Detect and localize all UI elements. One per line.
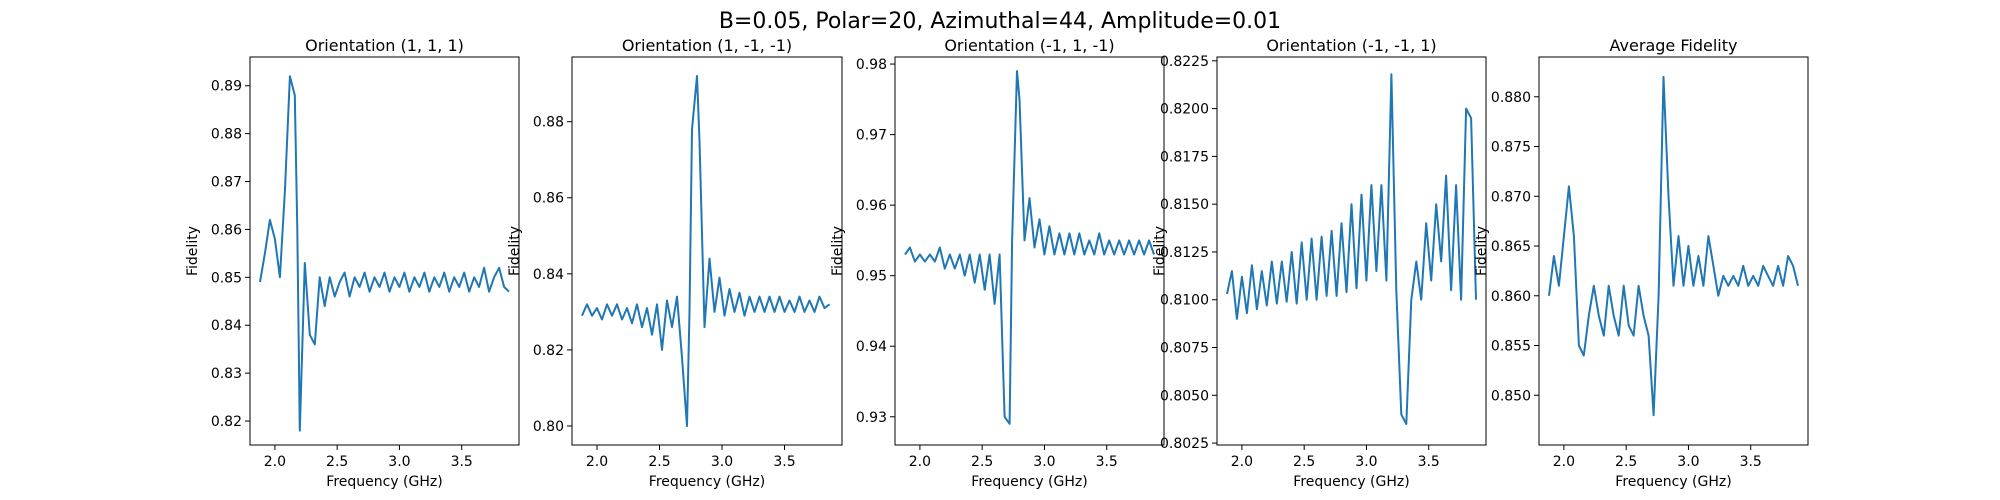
y-tick-label: 0.80 xyxy=(533,419,564,435)
y-tick-label: 0.8050 xyxy=(1160,388,1209,404)
axes-frame xyxy=(249,56,520,446)
y-tick-label: 0.8150 xyxy=(1160,197,1209,213)
x-tick-label: 2.0 xyxy=(909,454,931,470)
x-tick-label: 3.0 xyxy=(388,454,410,470)
subplot-title: Average Fidelity xyxy=(1610,36,1738,55)
axes-frame xyxy=(1538,56,1809,446)
x-axis-label: Frequency (GHz) xyxy=(1615,474,1731,490)
x-axis-label: Frequency (GHz) xyxy=(326,474,442,490)
x-tick-label: 3.5 xyxy=(773,454,795,470)
y-axis-label: Fidelity xyxy=(830,226,846,276)
x-tick-label: 3.5 xyxy=(1740,454,1762,470)
y-tick-label: 0.8025 xyxy=(1160,436,1209,452)
y-tick-label: 0.8225 xyxy=(1160,54,1209,70)
x-tick-label: 3.0 xyxy=(1033,454,1055,470)
subplot-3: 2.0 2.5 3.0 3.5 0.93 0.94 0.95 0.96 0.97 0.98 Orie… xyxy=(830,36,1165,490)
y-tick-label: 0.88 xyxy=(533,115,564,131)
subplot-title: Orientation (1, 1, 1) xyxy=(305,36,464,55)
y-tick-label: 0.82 xyxy=(533,343,564,359)
x-axis-label: Frequency (GHz) xyxy=(1293,474,1409,490)
x-tick-label: 3.5 xyxy=(1418,454,1440,470)
x-tick-label: 2.5 xyxy=(1615,454,1637,470)
y-tick-label: 0.86 xyxy=(211,222,242,238)
subplots: 2.0 2.5 3.0 3.5 0.82 0.83 0.84 0.85 0.86 0.87 0.88… xyxy=(185,36,1809,490)
y-tick-label: 0.865 xyxy=(1491,239,1531,255)
x-tick-label: 3.0 xyxy=(1355,454,1377,470)
figure-suptitle: B=0.05, Polar=20, Azimuthal=44, Amplitud… xyxy=(719,9,1281,34)
y-axis-label: Fidelity xyxy=(185,226,201,276)
axes-frame xyxy=(571,56,843,446)
x-tick-label: 3.0 xyxy=(1677,454,1699,470)
series-line-1-1 xyxy=(259,75,510,432)
y-tick-label: 0.85 xyxy=(211,270,242,286)
x-tick-label: 3.0 xyxy=(711,454,733,470)
series-line-5-1 xyxy=(1548,75,1799,417)
x-tick-label: 2.0 xyxy=(1553,454,1575,470)
y-axis-label: Fidelity xyxy=(1152,226,1168,276)
subplot-title: Orientation (-1, -1, 1) xyxy=(1266,36,1436,55)
y-tick-label: 0.855 xyxy=(1491,339,1531,355)
subplot-title: Orientation (-1, 1, -1) xyxy=(944,36,1114,55)
y-tick-label: 0.8175 xyxy=(1160,149,1209,165)
subplot-title: Orientation (1, -1, -1) xyxy=(622,36,792,55)
subplot-5: 2.0 2.5 3.0 3.5 0.850 0.855 0.860 0.865 0.870 0.8… xyxy=(1474,36,1809,490)
y-tick-label: 0.96 xyxy=(856,198,887,214)
y-tick-label: 0.880 xyxy=(1491,90,1531,106)
x-tick-label: 2.5 xyxy=(326,454,348,470)
y-tick-label: 0.860 xyxy=(1491,289,1531,305)
series-line-2-1 xyxy=(581,75,831,427)
y-tick-label: 0.87 xyxy=(211,175,242,191)
x-tick-label: 3.5 xyxy=(451,454,473,470)
y-tick-label: 0.86 xyxy=(533,191,564,207)
y-tick-label: 0.850 xyxy=(1491,388,1531,404)
x-tick-label: 2.5 xyxy=(648,454,670,470)
y-tick-label: 0.875 xyxy=(1491,140,1531,156)
subplot-4: 2.0 2.5 3.0 3.5 0.8025 0.8050 0.8075 0.8100 0.81… xyxy=(1152,36,1487,490)
axes-frame xyxy=(1216,56,1487,446)
y-axis-label: Fidelity xyxy=(507,226,523,276)
y-tick-label: 0.83 xyxy=(211,366,242,382)
subplot-1: 2.0 2.5 3.0 3.5 0.82 0.83 0.84 0.85 0.86 0.87 0.88… xyxy=(185,36,520,490)
x-tick-label: 2.5 xyxy=(971,454,993,470)
y-tick-label: 0.870 xyxy=(1491,189,1531,205)
x-tick-label: 2.0 xyxy=(1231,454,1253,470)
y-tick-label: 0.8100 xyxy=(1160,293,1209,309)
y-tick-label: 0.89 xyxy=(211,79,242,95)
y-tick-label: 0.97 xyxy=(856,128,887,144)
y-tick-label: 0.88 xyxy=(211,127,242,143)
y-tick-label: 0.84 xyxy=(211,318,242,334)
y-tick-label: 0.98 xyxy=(856,57,887,73)
subplot-2: 2.0 2.5 3.0 3.5 0.80 0.82 0.84 0.86 0.88 Orientat… xyxy=(507,36,843,490)
x-tick-label: 3.5 xyxy=(1096,454,1118,470)
x-axis-label: Frequency (GHz) xyxy=(971,474,1087,490)
x-axis-label: Frequency (GHz) xyxy=(649,474,765,490)
y-axis-label: Fidelity xyxy=(1474,226,1490,276)
series-line-4-1 xyxy=(1226,73,1477,425)
y-tick-label: 0.93 xyxy=(856,410,887,426)
x-tick-label: 2.0 xyxy=(586,454,608,470)
y-tick-label: 0.94 xyxy=(856,339,887,355)
y-tick-label: 0.8200 xyxy=(1160,102,1209,118)
y-tick-label: 0.8125 xyxy=(1160,245,1209,261)
y-tick-label: 0.84 xyxy=(533,267,564,283)
x-tick-label: 2.5 xyxy=(1293,454,1315,470)
series-line-3-1 xyxy=(904,70,1155,425)
y-tick-label: 0.8075 xyxy=(1160,341,1209,357)
axes-frame xyxy=(894,56,1165,446)
y-tick-label: 0.82 xyxy=(211,414,242,430)
x-tick-label: 2.0 xyxy=(264,454,286,470)
y-tick-label: 0.95 xyxy=(856,269,887,285)
